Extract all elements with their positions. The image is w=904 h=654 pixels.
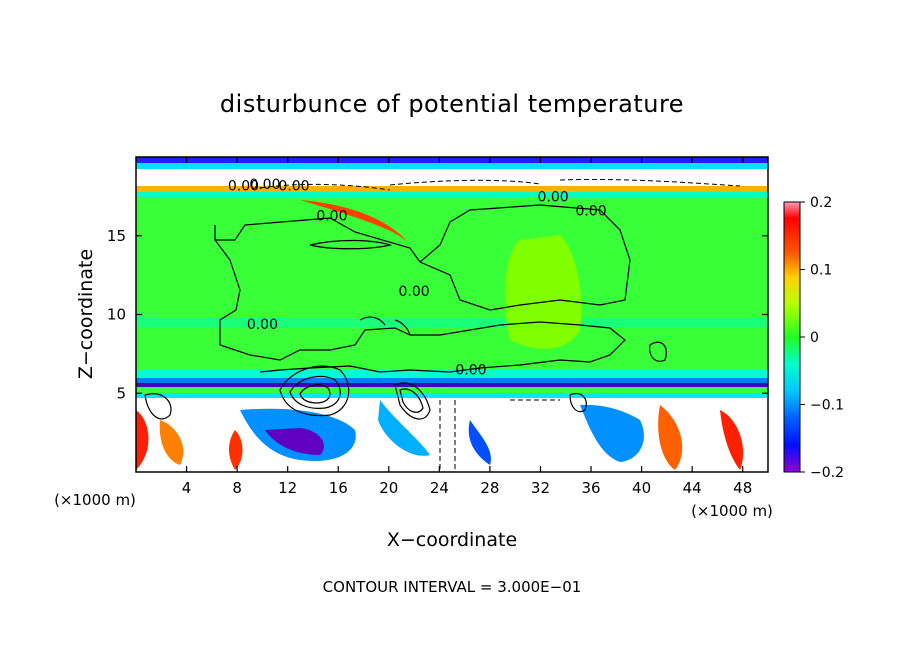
plot-area <box>136 157 768 472</box>
dashed-contours <box>259 178 741 470</box>
x-axis-label: X−coordinate <box>387 529 517 551</box>
colorbar-tick-label: 0 <box>810 330 819 346</box>
contour-label: 0.00 <box>249 177 280 193</box>
y-axis-label: Z−coordinate <box>75 249 97 379</box>
warm-anomaly-right <box>658 405 683 470</box>
x-tick-label: 28 <box>480 479 499 497</box>
x-tick-label: 4 <box>182 479 192 497</box>
cold-anomaly-right <box>580 404 644 462</box>
x-axis-ticks: 4 8 12 16 20 24 28 32 36 40 44 48 <box>182 157 752 497</box>
warm-anomaly-left <box>159 420 184 465</box>
surface-cyan-band <box>136 370 768 380</box>
upper-cyan-band <box>136 192 768 197</box>
x-unit-label-left: (×1000 m) <box>54 491 136 509</box>
colorbar-tick-label: −0.1 <box>810 398 844 414</box>
contour-label: 0.00 <box>278 178 309 194</box>
contour-label: 0.00 <box>228 178 259 194</box>
x-tick-label: 40 <box>632 479 651 497</box>
contour-label: 0.00 <box>316 208 347 224</box>
x-tick-label: 12 <box>278 479 297 497</box>
cold-anomaly-center <box>378 400 430 456</box>
top-cold-band <box>136 157 768 163</box>
warm-anomaly-mid <box>504 235 582 349</box>
upper-warm-band <box>136 186 768 192</box>
contour-label: 0.00 <box>455 363 486 379</box>
cold-core-left <box>265 428 324 455</box>
colorbar-tick-label: 0.2 <box>810 195 832 211</box>
contour-label: 0.00 <box>575 204 606 220</box>
y-tick-label: 5 <box>116 384 126 402</box>
colorbar-tick-label: −0.2 <box>810 465 844 481</box>
x-unit-label-right: (×1000 m) <box>691 502 773 520</box>
contour-label: 0.00 <box>398 284 429 300</box>
contour-labels: 0.000.000.000.000.000.000.000.000.00 <box>228 177 607 379</box>
top-cyan-band <box>136 163 768 169</box>
contour-label: 0.00 <box>538 189 569 205</box>
y-tick-label: 15 <box>107 227 126 245</box>
chart-title: disturbunce of potential temperature <box>220 90 684 118</box>
contour-label: 0.00 <box>247 317 278 333</box>
surface-blue-band <box>136 378 768 384</box>
warm-anomaly-left-edge <box>136 410 149 470</box>
y-axis-ticks: 5 10 15 <box>107 227 768 402</box>
cold-anomaly-center-right <box>468 420 491 465</box>
x-tick-label: 16 <box>329 479 348 497</box>
inversion-cyan-band <box>136 393 768 398</box>
vortex-contours <box>144 316 587 420</box>
warm-anomaly-right-edge <box>720 410 744 470</box>
y-tick-label: 10 <box>107 306 126 324</box>
x-tick-label: 44 <box>683 479 702 497</box>
contour-interval-note: CONTOUR INTERVAL = 3.000E−01 <box>323 578 582 596</box>
x-tick-label: 32 <box>531 479 550 497</box>
warm-anomaly-mid-left <box>228 430 243 470</box>
x-tick-label: 48 <box>733 479 752 497</box>
mid-cyan-band <box>136 318 768 328</box>
x-tick-label: 8 <box>232 479 242 497</box>
x-tick-label: 24 <box>430 479 449 497</box>
colorbar-ticks: 0.2 0.1 0 −0.1 −0.2 <box>800 195 844 481</box>
colorbar-tick-label: 0.1 <box>810 263 832 279</box>
surface-purple-band <box>136 383 768 387</box>
x-tick-label: 36 <box>581 479 600 497</box>
colorbar <box>783 201 801 473</box>
x-tick-label: 20 <box>379 479 398 497</box>
contour-lines <box>214 204 667 373</box>
